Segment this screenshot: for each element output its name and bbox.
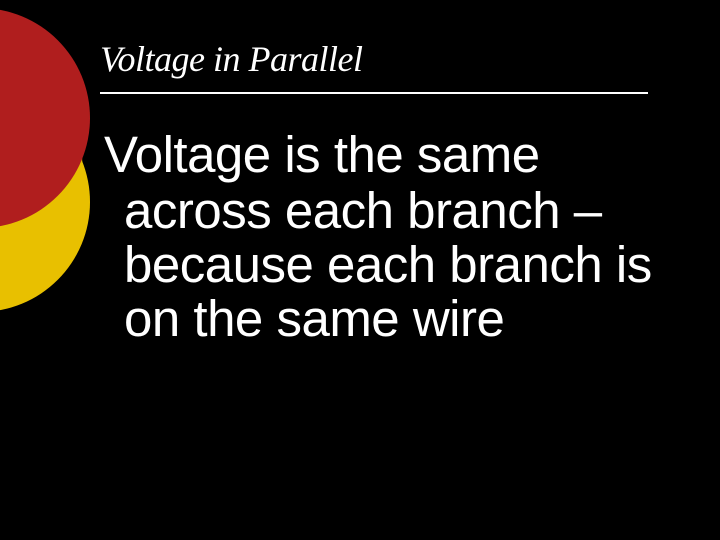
- body-text: Voltage is the same across each branch –…: [104, 126, 652, 347]
- title-underline: [100, 92, 648, 94]
- body-content: ¡Voltage is the same across each branch …: [100, 128, 660, 346]
- slide-title: Voltage in Parallel: [100, 38, 362, 80]
